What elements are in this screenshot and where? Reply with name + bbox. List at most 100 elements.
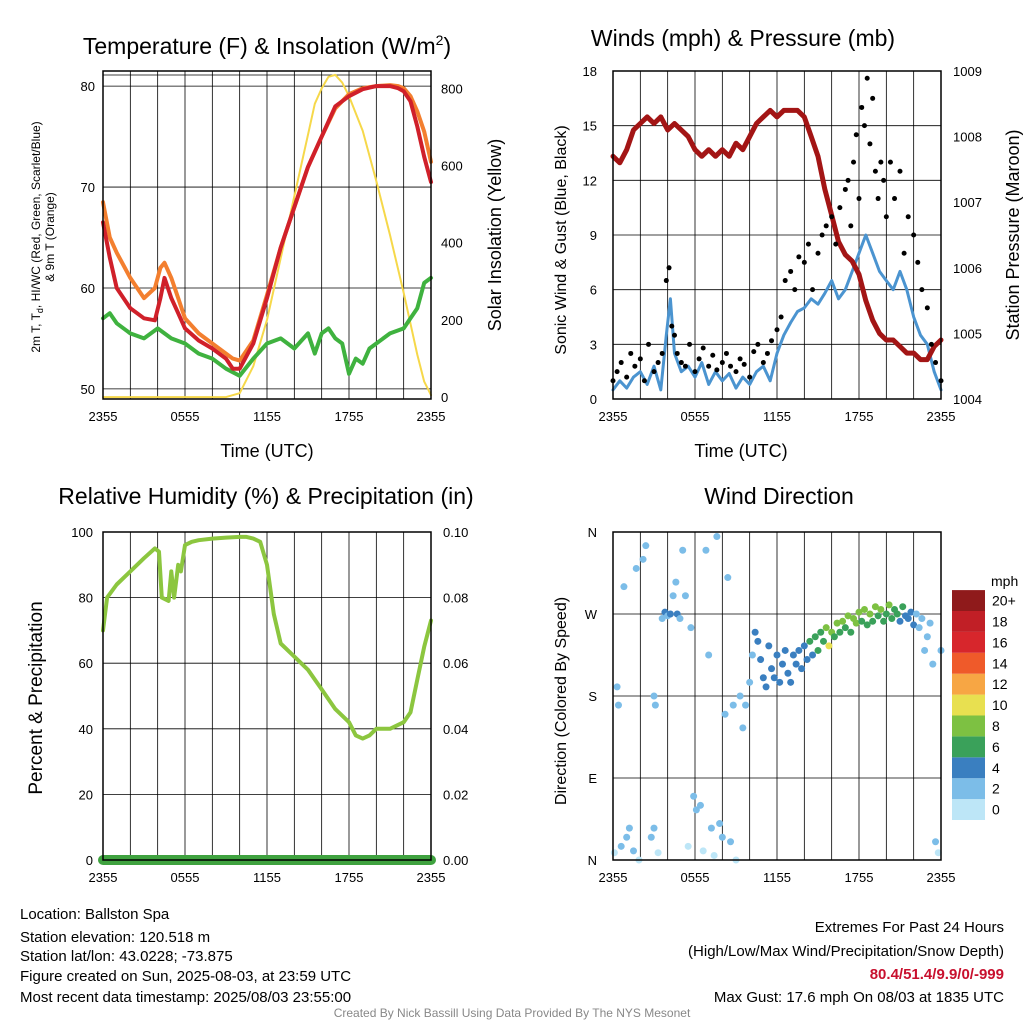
- colorbar-label: 12: [992, 676, 1008, 692]
- dir-ytick-label: W: [585, 607, 598, 622]
- colorbar-label: 20+: [992, 593, 1016, 609]
- gust-point: [700, 345, 706, 351]
- gust-point: [764, 350, 770, 356]
- direction-point: [729, 701, 737, 709]
- gust-point: [829, 214, 835, 220]
- colorbar-swatch: [952, 757, 985, 779]
- dir-xtick-label: 2355: [599, 870, 628, 885]
- direction-point: [792, 660, 800, 668]
- gust-point: [669, 323, 675, 329]
- direction-point: [833, 619, 841, 627]
- direction-point: [860, 605, 868, 613]
- gust-point: [641, 378, 647, 384]
- temp-ytick-label: 80: [81, 79, 95, 94]
- direction-point: [781, 646, 789, 654]
- direction-point: [773, 651, 781, 659]
- gust-point: [848, 223, 854, 229]
- gust-point: [682, 363, 688, 369]
- direction-point: [757, 656, 765, 664]
- gust-point: [769, 338, 775, 344]
- precip-ytick-label: 0.10: [443, 525, 468, 540]
- gust-point: [845, 177, 851, 183]
- wind-y-axis-label: Sonic Wind & Gust (Blue, Black): [553, 125, 570, 354]
- gust-point: [760, 360, 766, 366]
- direction-point: [822, 624, 830, 632]
- colorbar-label: 4: [992, 760, 1000, 776]
- colorbar-swatch: [952, 694, 985, 716]
- temp-xtick-label: 0555: [171, 409, 200, 424]
- wind-ytick-label: 12: [583, 173, 597, 188]
- dir-xtick-label: 0555: [681, 870, 710, 885]
- direction-point: [613, 683, 621, 691]
- pressure-ytick-label: 1008: [953, 130, 982, 145]
- temp-frame: [102, 70, 432, 400]
- pressure-ytick-label: 1004: [953, 392, 982, 407]
- gust-point: [875, 196, 881, 202]
- gust-point: [723, 350, 729, 356]
- direction-point: [639, 555, 647, 563]
- direction-point: [742, 701, 750, 709]
- direction-point: [724, 574, 732, 582]
- colorbar-swatch: [952, 715, 985, 737]
- gust-point: [915, 259, 921, 265]
- gust-point: [933, 360, 939, 366]
- gust-point: [710, 352, 716, 358]
- wind-xtick-label: 1155: [763, 409, 791, 424]
- direction-point: [770, 674, 778, 682]
- gust-point: [901, 250, 907, 256]
- direction-point: [787, 678, 795, 686]
- insolation-ytick-label: 600: [441, 159, 463, 174]
- insolation-ytick-label: 400: [441, 236, 463, 251]
- wind-ytick-label: 0: [590, 392, 597, 407]
- rh-ytick-label: 100: [71, 525, 93, 540]
- gust-point: [867, 141, 873, 147]
- rh-frame: [102, 531, 432, 861]
- direction-point: [844, 612, 852, 620]
- direction-point: [921, 646, 929, 654]
- gust-point: [924, 305, 930, 311]
- direction-point: [907, 608, 915, 616]
- colorbar-swatch: [952, 590, 985, 611]
- dir-ytick-label: N: [588, 525, 597, 540]
- extremes-values: 80.4/51.4/9.9/0/-999: [869, 966, 1004, 983]
- gust-point: [782, 278, 788, 284]
- direction-point: [841, 624, 849, 632]
- gust-point: [823, 223, 829, 229]
- rh-y-axis-label: Percent & Precipitation: [26, 601, 47, 794]
- rh-chart-title: Relative Humidity (%) & Precipitation (i…: [58, 483, 473, 509]
- pressure-ytick-label: 1005: [953, 326, 982, 341]
- gust-point: [801, 259, 807, 265]
- wind-xtick-label: 2355: [599, 409, 628, 424]
- direction-point: [885, 601, 893, 609]
- gust-point: [892, 196, 898, 202]
- gust-point: [696, 356, 702, 362]
- colorbar-label: 14: [992, 655, 1008, 671]
- direction-point: [651, 701, 659, 709]
- direction-point: [819, 637, 827, 645]
- direction-point: [707, 824, 715, 832]
- latlon-text: Station lat/lon: 43.0228; -73.875: [20, 948, 233, 965]
- gust-point: [618, 360, 624, 366]
- direction-point: [632, 564, 640, 572]
- colorbar-label: 8: [992, 718, 1000, 734]
- precip-ytick-label: 0.04: [443, 722, 468, 737]
- series-sonic-wind-line: [611, 233, 943, 392]
- pressure-ytick-label: 1009: [953, 64, 982, 79]
- max-gust-text: Max Gust: 17.6 mph On 08/03 at 1835 UTC: [713, 989, 1004, 1006]
- direction-point: [830, 633, 838, 641]
- direction-point: [713, 533, 721, 541]
- direction-point: [803, 656, 811, 664]
- pressure-ytick-label: 1006: [953, 261, 982, 276]
- temp-x-axis-label: Time (UTC): [220, 441, 313, 461]
- series-td-line: [101, 275, 433, 378]
- rh-ytick-label: 40: [79, 722, 93, 737]
- direction-point: [926, 619, 934, 627]
- direction-point: [912, 610, 920, 618]
- temp-xtick-label: 2355: [89, 409, 118, 424]
- gust-point: [674, 350, 680, 356]
- pressure-ytick-label: 1007: [953, 195, 982, 210]
- gust-point: [774, 327, 780, 333]
- direction-point: [702, 546, 710, 554]
- temp-chart-title: Temperature (F) & Insolation (W/m2): [83, 32, 451, 59]
- gust-point: [864, 75, 870, 81]
